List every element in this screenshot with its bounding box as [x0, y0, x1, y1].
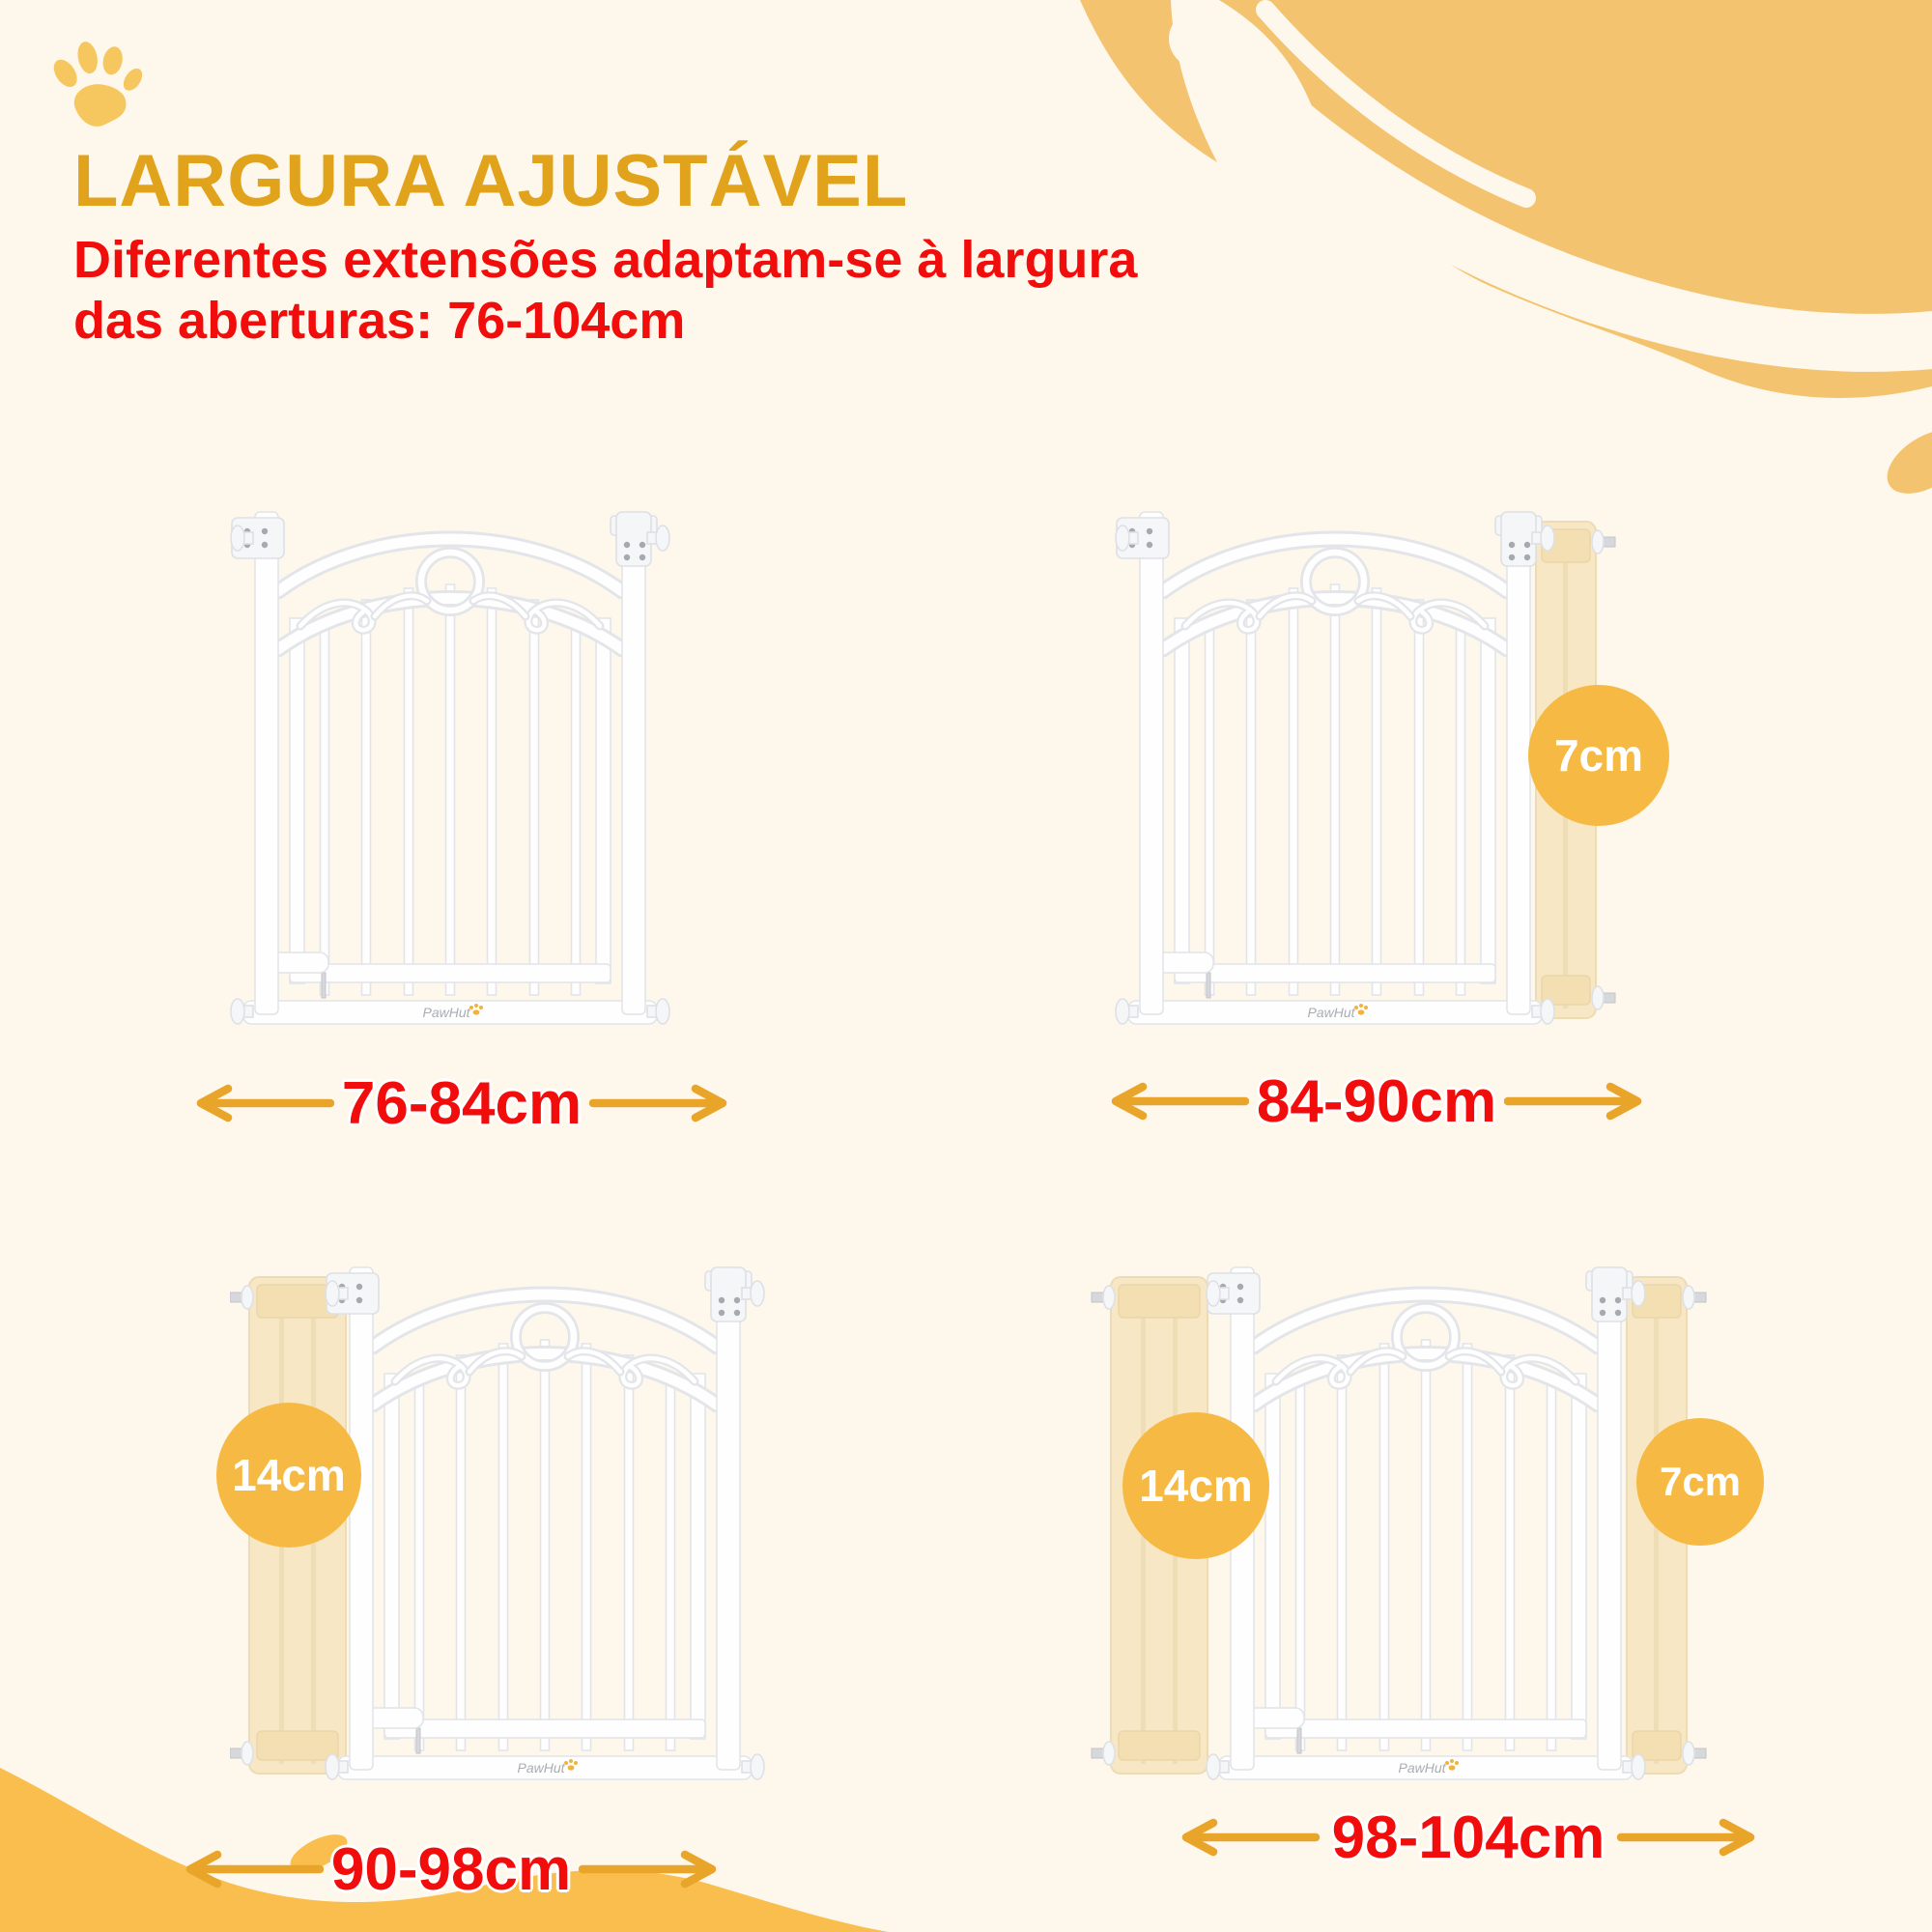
- width-range-row-84-90: 84-90cm: [1101, 1063, 1652, 1140]
- extension-badge-14cm: 14cm: [1122, 1412, 1269, 1559]
- arrow-left-icon: [185, 1850, 324, 1889]
- subtitle-line-1: Diferentes extensões adaptam-se à largur…: [73, 231, 1138, 289]
- width-range-row-76-84: 76-84cm: [196, 1065, 727, 1142]
- extension-badge-14cm: 14cm: [216, 1403, 361, 1548]
- page-title: LARGURA AJUSTÁVEL: [73, 140, 909, 222]
- width-range-row-98-104: 98-104cm: [1140, 1799, 1797, 1876]
- bottom-left-wave-decoration: [0, 1768, 889, 1932]
- arrow-left-icon: [1111, 1082, 1249, 1121]
- top-right-blob-decoration: [1080, 0, 1932, 494]
- gate-illustration-76-84: [228, 473, 672, 1065]
- width-range-label: 84-90cm: [1256, 1067, 1497, 1135]
- page-subtitle: Diferentes extensões adaptam-se à largur…: [73, 230, 1137, 351]
- arrow-left-icon: [1181, 1818, 1320, 1857]
- arrow-right-icon: [1617, 1818, 1755, 1857]
- subtitle-line-2: das aberturas: 76-104cm: [73, 291, 686, 350]
- width-range-row-90-98: 90-98cm: [185, 1831, 717, 1908]
- extension-badge-7cm: 7cm: [1528, 685, 1669, 826]
- arrow-right-icon: [1504, 1082, 1642, 1121]
- arrow-left-icon: [196, 1084, 334, 1122]
- width-range-label: 76-84cm: [341, 1069, 582, 1137]
- arrow-right-icon: [579, 1850, 717, 1889]
- width-range-label: 98-104cm: [1331, 1804, 1605, 1871]
- extension-badge-7cm: 7cm: [1636, 1418, 1764, 1546]
- paw-icon: [53, 42, 143, 127]
- width-range-label: 90-98cm: [330, 1835, 572, 1903]
- arrow-right-icon: [589, 1084, 727, 1122]
